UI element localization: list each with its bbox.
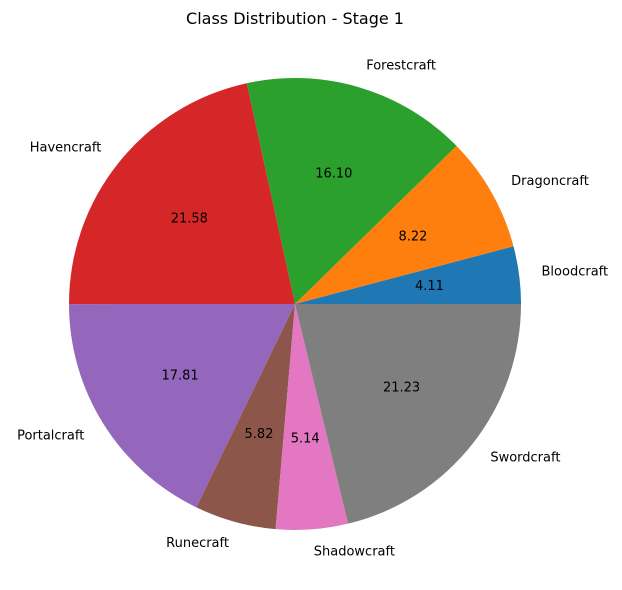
pie-category-label-dragoncraft: Dragoncraft [511, 174, 589, 189]
pie-slice-havencraft [69, 83, 295, 305]
pie-value-label-shadowcraft: 5.14 [291, 432, 320, 447]
pie-category-label-runecraft: Runecraft [166, 536, 229, 551]
category-labels: Bloodcraft Dragoncraft Forestcraft Havencra… [17, 58, 608, 559]
pie-value-label-portalcraft: 17.81 [161, 369, 198, 384]
pie-slice-forestcraft [246, 77, 457, 304]
pie-slice-dragoncraft [295, 145, 514, 304]
pie-category-label-havencraft: Havencraft [30, 141, 102, 156]
pie-slice-shadowcraft [275, 304, 349, 531]
pie-slice-bloodcraft [295, 246, 521, 304]
pie-value-label-runecraft: 5.82 [245, 427, 274, 442]
pie-value-label-swordcraft: 21.23 [383, 380, 420, 395]
pie-slice-portalcraft [69, 304, 295, 508]
pie-category-label-swordcraft: Swordcraft [490, 450, 560, 465]
percentage-labels: 4.11 8.22 16.10 21.58 17.81 5.82 5.14 21.23 [161, 167, 443, 447]
pie-value-label-dragoncraft: 8.22 [398, 230, 427, 245]
pie-value-label-forestcraft: 16.10 [315, 167, 352, 182]
pie-category-label-bloodcraft: Bloodcraft [542, 264, 609, 279]
pie-slice-swordcraft [295, 304, 521, 524]
pie-category-label-forestcraft: Forestcraft [366, 58, 436, 73]
pie-value-label-bloodcraft: 4.11 [415, 279, 444, 294]
pie-slices [69, 77, 521, 531]
pie-category-label-shadowcraft: Shadowcraft [314, 544, 395, 559]
chart-title: Class Distribution - Stage 1 [186, 9, 404, 28]
pie-category-label-portalcraft: Portalcraft [17, 429, 84, 444]
pie-value-label-havencraft: 21.58 [171, 211, 208, 226]
pie-slice-runecraft [196, 304, 295, 530]
